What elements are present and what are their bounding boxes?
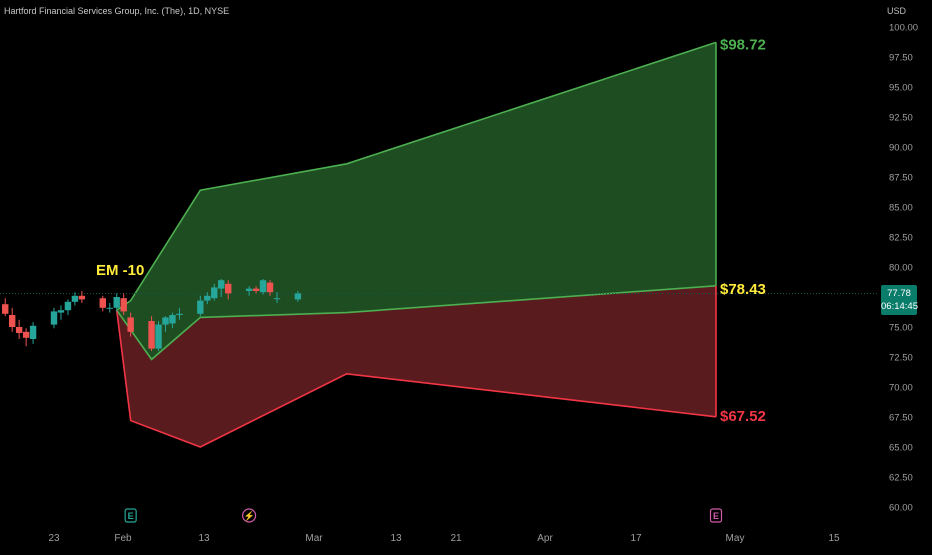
- expected-move-labels: EM -10 $98.72 $78.43 $67.52: [96, 36, 766, 424]
- currency-label: USD: [887, 6, 907, 16]
- candle-body: [294, 293, 302, 300]
- em-label: EM -10: [96, 262, 144, 279]
- candle-body: [211, 287, 218, 299]
- candle-body: [218, 280, 225, 289]
- earnings-icon-glyph: E: [713, 511, 719, 521]
- x-tick-label: 21: [450, 533, 462, 544]
- y-tick-label: 85.00: [889, 203, 913, 214]
- candle-body: [273, 298, 281, 300]
- current-price-value: 77.78: [887, 288, 911, 299]
- candle-body: [8, 315, 16, 327]
- middle-price-label: $78.43: [720, 281, 766, 298]
- y-tick-label: 97.50: [889, 53, 913, 64]
- y-tick-label: 82.50: [889, 233, 913, 244]
- current-price-badge: 77.78 06:14:45: [881, 285, 918, 315]
- candle-body: [29, 325, 37, 339]
- y-tick-label: 100.00: [889, 23, 918, 34]
- upper-band-fill: [116, 42, 716, 360]
- upper-price-label: $98.72: [720, 36, 766, 53]
- candle-body: [106, 307, 113, 309]
- candle-body: [50, 311, 58, 325]
- y-tick-label: 92.50: [889, 113, 913, 124]
- earnings-icon: [709, 508, 723, 523]
- candle-body: [22, 331, 30, 338]
- earnings-icon: [124, 508, 137, 523]
- y-axis: 60.0062.5065.0067.5070.0072.5075.0077.50…: [889, 23, 918, 514]
- candle-body: [127, 317, 134, 332]
- x-axis: 23 Feb 13 Mar 13 21 Apr 17 May 15: [48, 533, 840, 544]
- candles: [2, 279, 302, 351]
- y-tick-label: 72.50: [889, 353, 913, 364]
- candle-body: [155, 324, 162, 349]
- earnings-icon-glyph: E: [128, 511, 134, 521]
- candle-body: [259, 280, 267, 293]
- dividend-icon: [242, 508, 257, 523]
- event-markers: E ⚡ E: [124, 508, 723, 523]
- x-tick-label: Feb: [114, 533, 132, 544]
- y-tick-label: 60.00: [889, 503, 913, 514]
- candle-body: [252, 288, 260, 291]
- y-tick-label: 65.00: [889, 443, 913, 454]
- candle-body: [204, 295, 211, 301]
- x-tick-label: May: [726, 533, 745, 544]
- x-tick-label: 15: [828, 533, 840, 544]
- lower-bound-line: [115, 310, 717, 448]
- y-tick-label: 90.00: [889, 143, 913, 154]
- y-tick-label: 62.50: [889, 473, 913, 484]
- candle-body: [176, 313, 183, 315]
- middle-line: [116, 285, 717, 361]
- candle-body: [162, 317, 169, 325]
- candle-body: [64, 301, 72, 311]
- candle-body: [15, 327, 23, 333]
- candle-body: [225, 283, 232, 294]
- x-tick-label: 13: [390, 533, 402, 544]
- candle-body: [245, 288, 253, 291]
- y-tick-label: 67.50: [889, 413, 913, 424]
- candle-body: [71, 295, 79, 302]
- x-tick-label: 13: [198, 533, 210, 544]
- bar-countdown: 06:14:45: [881, 301, 918, 312]
- lower-price-label: $67.52: [720, 408, 766, 425]
- candle-body: [266, 282, 274, 293]
- y-tick-label: 75.00: [889, 323, 913, 334]
- lower-band-fill: [116, 285, 716, 447]
- y-tick-label: 70.00: [889, 383, 913, 394]
- y-tick-label: 80.00: [889, 263, 913, 274]
- expected-move-bands: [0, 41, 878, 448]
- candle-body: [99, 298, 106, 308]
- candle-body: [120, 298, 127, 312]
- candle-body: [148, 321, 155, 349]
- candle-body: [2, 304, 9, 314]
- y-tick-label: 95.00: [889, 83, 913, 94]
- y-tick-label: 87.50: [889, 173, 913, 184]
- dividend-icon-glyph: ⚡: [244, 510, 255, 522]
- candle-body: [78, 295, 86, 300]
- x-tick-label: Mar: [305, 533, 323, 544]
- candle-body: [57, 310, 65, 313]
- x-tick-label: Apr: [537, 533, 553, 544]
- chart-title: Hartford Financial Services Group, Inc. …: [4, 6, 230, 16]
- candle-body: [113, 297, 120, 308]
- candle-body: [197, 300, 204, 314]
- x-tick-label: 23: [48, 533, 60, 544]
- candle-body: [169, 315, 176, 324]
- x-tick-label: 17: [630, 533, 642, 544]
